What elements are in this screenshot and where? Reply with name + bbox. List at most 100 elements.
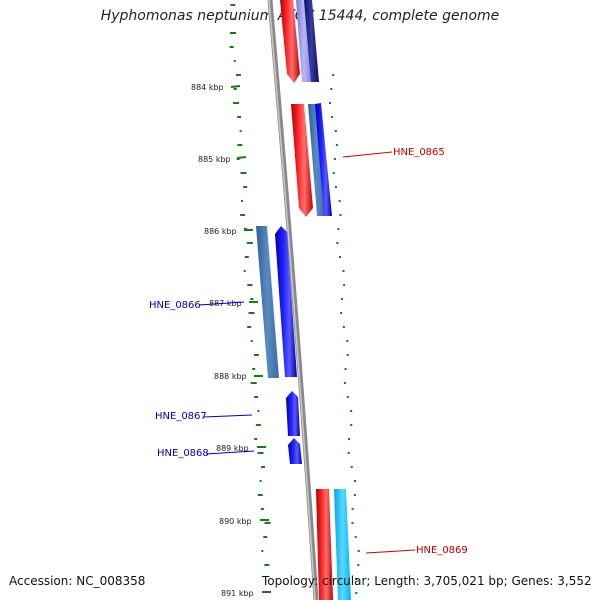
cds-forward-hne-0865[interactable] (291, 104, 313, 217)
gc-dot (246, 242, 253, 244)
gc-dot (353, 480, 356, 482)
gc-dot (260, 508, 264, 510)
gc-dot (264, 564, 270, 566)
leader-line-hne-0867 (203, 414, 253, 418)
gc-dot (350, 424, 353, 426)
tick-label-890: 890 kbp (219, 517, 252, 526)
gc-dot (252, 368, 256, 370)
gc-dot (355, 578, 358, 580)
gene-label-hne-0866[interactable]: HNE_0866 (149, 300, 201, 311)
tick-label-888: 888 kbp (214, 372, 247, 381)
gc-dot (250, 298, 254, 300)
gc-dot (328, 102, 331, 104)
gc-dot (259, 480, 262, 482)
tick-label-889: 889 kbp (216, 444, 249, 453)
gc-dot (337, 228, 340, 230)
cds-reverse-hne-0865b[interactable] (315, 103, 332, 216)
gc-dot (332, 74, 335, 76)
gc-dot (243, 270, 246, 272)
gene-label-hne-0865[interactable]: HNE_0865 (393, 147, 445, 158)
gc-dot (340, 312, 343, 314)
cds-reverse-navy-top[interactable] (304, 0, 319, 82)
gc-dot (250, 382, 257, 384)
gc-dot (351, 508, 354, 510)
gc-dot (340, 298, 343, 300)
tick-mark (230, 85, 241, 88)
gc-dot (346, 354, 349, 356)
gene-labels: HNE_0865 HNE_0866 HNE_0867 HNE_0868 HNE_… (149, 147, 468, 556)
topology-text: Topology: circular; Length: 3,705,021 bp… (262, 574, 592, 588)
gc-dot (347, 452, 350, 454)
genome-backbone-highlight (268, 0, 316, 600)
cds-feature-cyan-hne-0869[interactable] (334, 489, 351, 600)
gc-dot (357, 564, 360, 566)
tick-mark (236, 156, 247, 159)
gc-dot (230, 4, 236, 6)
gc-dot (244, 256, 249, 258)
genome-backbone (267, 0, 319, 600)
gc-dot (236, 158, 240, 160)
gc-dot (254, 396, 259, 398)
gene-label-hne-0868[interactable]: HNE_0868 (157, 448, 209, 459)
cds-feature-lavender-top[interactable] (296, 0, 312, 82)
gc-dot (232, 18, 236, 20)
gc-dot (237, 144, 243, 146)
gc-dot (257, 410, 260, 412)
tick-label-886: 886 kbp (204, 227, 237, 236)
gc-dot (241, 200, 244, 202)
gc-dot (263, 536, 268, 538)
leader-line-hne-0868 (205, 450, 255, 455)
gc-dot (247, 284, 253, 286)
gc-dot (253, 354, 259, 356)
gc-dot (236, 74, 242, 76)
gc-dot (254, 438, 258, 440)
gc-dot (330, 88, 333, 90)
cds-forward-hne-0869[interactable] (316, 489, 333, 600)
gc-dot (335, 186, 338, 188)
gc-dot (240, 214, 246, 216)
leader-line-hne-0865 (342, 151, 393, 158)
gc-dot (333, 158, 336, 160)
accession-text: Accession: NC_008358 (9, 574, 146, 588)
gc-dot (343, 382, 346, 384)
gc-dot (257, 494, 263, 496)
cds-feature-hne-0866-steel[interactable] (256, 226, 279, 378)
tick-label-885: 885 kbp (198, 155, 231, 164)
gc-dot (343, 284, 346, 286)
leader-line-hne-0866 (198, 301, 245, 306)
gc-dot (239, 130, 242, 132)
gc-dot (342, 326, 345, 328)
gc-dot (334, 130, 337, 132)
gene-label-hne-0869[interactable]: HNE_0869 (416, 545, 468, 556)
gc-dot (243, 186, 248, 188)
gc-dot (230, 32, 237, 34)
gc-dot (346, 340, 349, 342)
gc-dot (338, 256, 341, 258)
gc-dot (248, 312, 255, 314)
gc-dot (261, 466, 266, 468)
gc-dot (336, 242, 339, 244)
gc-dot (331, 116, 334, 118)
cds-forward-top[interactable] (280, 0, 300, 83)
gc-dot (353, 494, 356, 496)
feature-track (256, 0, 351, 600)
gc-dot (250, 340, 253, 342)
gc-dot (344, 368, 347, 370)
gc-dot (348, 438, 351, 440)
tick-label-884: 884 kbp (191, 83, 224, 92)
cds-reverse-hne-0868[interactable] (288, 438, 302, 464)
gc-dot (354, 536, 357, 538)
gc-dot (237, 116, 242, 118)
cds-feature-steelblue[interactable] (308, 104, 325, 216)
gc-dot (342, 270, 345, 272)
gc-dot (255, 424, 261, 426)
gc-dot (346, 396, 349, 398)
cds-reverse-hne-0866[interactable] (275, 226, 297, 377)
gc-dot (264, 522, 271, 524)
gc-dot (332, 172, 335, 174)
gene-label-hne-0867[interactable]: HNE_0867 (155, 411, 207, 422)
gc-content-track (229, 4, 360, 594)
cds-reverse-hne-0867[interactable] (286, 391, 300, 436)
gc-dot (233, 102, 240, 104)
